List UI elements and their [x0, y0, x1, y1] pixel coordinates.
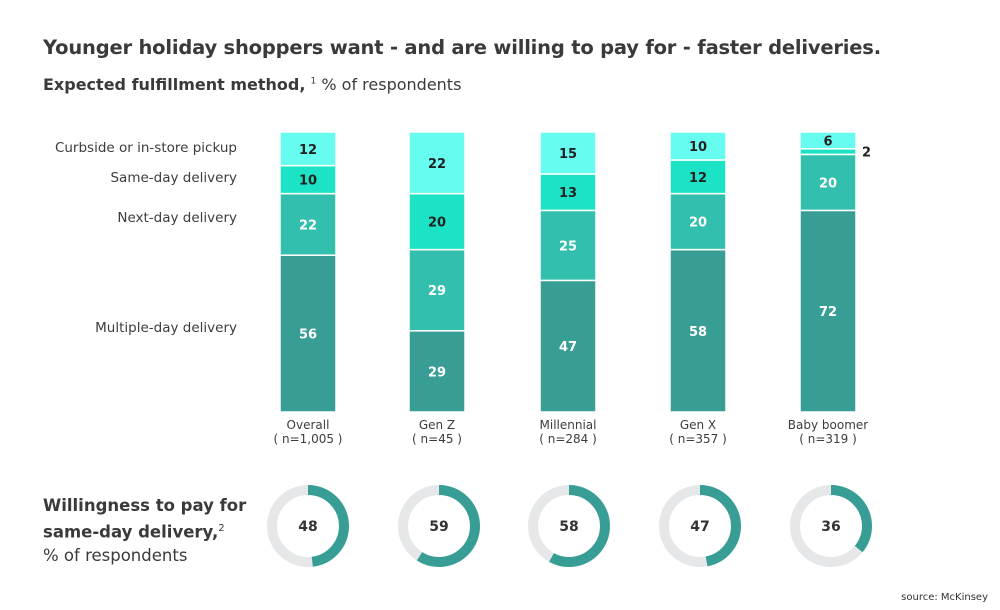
bar-same-day-delivery	[799, 148, 857, 156]
chart-subtitle: Expected fulfillment method, 1 % of resp…	[43, 75, 461, 94]
category-sample-size: ( n=319 )	[799, 432, 857, 446]
donut-title-line3: % of respondents	[43, 545, 188, 565]
bar-curbside-or-in-store-pickup	[279, 131, 337, 167]
donut-value-label: 48	[298, 519, 317, 535]
legend-label-curbside: Curbside or in-store pickup	[54, 140, 237, 156]
bar-curbside-or-in-store-pickup	[539, 131, 597, 175]
bar-value-label: 29	[428, 365, 446, 380]
chart-title: Younger holiday shoppers want - and are …	[43, 36, 881, 59]
category-label: Overall	[287, 418, 330, 432]
bar-multiple-day-delivery	[669, 248, 727, 413]
bar-value-label: 10	[689, 140, 707, 155]
bar-same-day-delivery	[408, 192, 466, 251]
bar-value-label: 72	[819, 305, 837, 320]
bar-value-label: 12	[689, 171, 707, 186]
donut-value-label: 36	[821, 519, 840, 535]
donut-title-line2: same-day delivery,	[43, 522, 219, 542]
bar-value-label: 20	[819, 176, 837, 191]
category-sample-size: ( n=45 )	[412, 432, 462, 446]
category-sample-size: ( n=1,005 )	[273, 432, 342, 446]
bar-same-day-delivery	[279, 164, 337, 195]
bar-value-label: 58	[689, 325, 707, 340]
bar-value-label: 25	[559, 239, 577, 254]
donut-value-label: 58	[559, 519, 578, 535]
bar-next-day-delivery	[408, 248, 466, 332]
bar-value-label: 10	[299, 174, 317, 189]
bar-value-label: 22	[428, 157, 446, 172]
subtitle-bold: Expected fulfillment method,	[43, 75, 306, 94]
category-sample-size: ( n=357 )	[669, 432, 727, 446]
subtitle-footnote: 1	[310, 76, 317, 87]
donut-fill-millennial	[528, 485, 610, 567]
bar-value-label: 13	[559, 186, 577, 201]
subtitle-rest: % of respondents	[316, 75, 462, 94]
bar-curbside-or-in-store-pickup	[408, 131, 466, 195]
bar-same-day-delivery	[539, 173, 597, 212]
bar-value-label: 22	[299, 218, 317, 233]
bar-value-label: 20	[689, 216, 707, 231]
legend-label-next-day: Next-day delivery	[117, 210, 237, 226]
bar-value-label: 15	[559, 147, 577, 162]
bar-value-label: 56	[299, 328, 317, 343]
bar-multiple-day-delivery	[539, 279, 597, 413]
donut-fill-gen-x	[659, 485, 741, 567]
bar-value-label: 20	[428, 216, 446, 231]
bar-multiple-day-delivery	[279, 254, 337, 413]
category-sample-size: ( n=284 )	[539, 432, 597, 446]
donut-title-footnote: 2	[218, 523, 225, 534]
source-note: source: McKinsey	[901, 592, 988, 603]
bar-value-label: 29	[428, 284, 446, 299]
legend-label-multiple-day: Multiple-day delivery	[95, 320, 237, 336]
bar-value-label: 6	[823, 134, 832, 149]
category-label: Gen X	[680, 418, 716, 432]
donut-value-label: 59	[429, 519, 448, 535]
bar-curbside-or-in-store-pickup	[669, 131, 727, 161]
category-label: Millennial	[540, 418, 597, 432]
bar-value-label: 12	[299, 143, 317, 158]
donut-fill-baby-boomer	[790, 485, 872, 567]
bar-value-label: 2	[862, 146, 871, 161]
donut-section-title: Willingness to pay for same-day delivery…	[43, 494, 246, 567]
bar-value-label: 47	[559, 340, 577, 355]
donut-fill-gen-z	[398, 485, 480, 567]
category-label: Gen Z	[419, 418, 455, 432]
donut-value-label: 47	[690, 519, 709, 535]
category-label: Baby boomer	[788, 418, 868, 432]
bar-curbside-or-in-store-pickup	[799, 131, 857, 150]
donut-fill-overall	[267, 485, 349, 567]
legend-label-same-day: Same-day delivery	[110, 170, 237, 186]
bar-multiple-day-delivery	[408, 330, 466, 413]
donut-title-line1: Willingness to pay for	[43, 496, 247, 515]
